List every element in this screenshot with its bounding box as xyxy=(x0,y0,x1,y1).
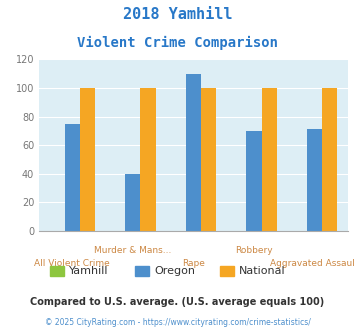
Text: Yamhill: Yamhill xyxy=(69,266,108,276)
Bar xyxy=(186,74,201,231)
Bar xyxy=(141,88,155,231)
Bar xyxy=(201,88,216,231)
Text: Rape: Rape xyxy=(182,259,205,268)
Bar xyxy=(65,124,80,231)
Bar xyxy=(80,88,95,231)
Bar xyxy=(307,129,322,231)
Bar xyxy=(125,174,141,231)
Text: Murder & Mans...: Murder & Mans... xyxy=(94,246,171,255)
Text: National: National xyxy=(239,266,286,276)
Bar xyxy=(322,88,337,231)
Text: Violent Crime Comparison: Violent Crime Comparison xyxy=(77,36,278,50)
Text: Aggravated Assault: Aggravated Assault xyxy=(271,259,355,268)
Text: © 2025 CityRating.com - https://www.cityrating.com/crime-statistics/: © 2025 CityRating.com - https://www.city… xyxy=(45,318,310,327)
Text: Robbery: Robbery xyxy=(235,246,273,255)
Text: All Violent Crime: All Violent Crime xyxy=(34,259,110,268)
Text: Compared to U.S. average. (U.S. average equals 100): Compared to U.S. average. (U.S. average … xyxy=(31,297,324,307)
Bar xyxy=(262,88,277,231)
Text: 2018 Yamhill: 2018 Yamhill xyxy=(123,7,232,21)
Text: Oregon: Oregon xyxy=(154,266,195,276)
Bar xyxy=(246,131,262,231)
